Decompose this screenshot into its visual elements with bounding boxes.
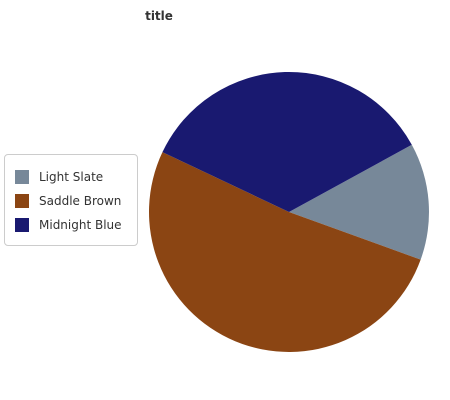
legend-item: Saddle Brown	[5, 189, 137, 213]
legend-swatch	[15, 218, 29, 232]
legend-label: Light Slate	[39, 170, 104, 184]
chart-title: title	[145, 9, 173, 23]
pie-slice-light-slate	[289, 144, 429, 260]
legend-swatch	[15, 170, 29, 184]
legend-item: Light Slate	[5, 165, 137, 189]
legend-swatch	[15, 194, 29, 208]
legend: Light Slate Saddle Brown Midnight Blue	[4, 154, 138, 246]
pie-slice-midnight-blue	[162, 71, 412, 213]
legend-label: Saddle Brown	[39, 194, 122, 208]
pie-slice-saddle-brown	[149, 152, 421, 352]
legend-label: Midnight Blue	[39, 218, 122, 232]
legend-item: Midnight Blue	[5, 213, 137, 237]
